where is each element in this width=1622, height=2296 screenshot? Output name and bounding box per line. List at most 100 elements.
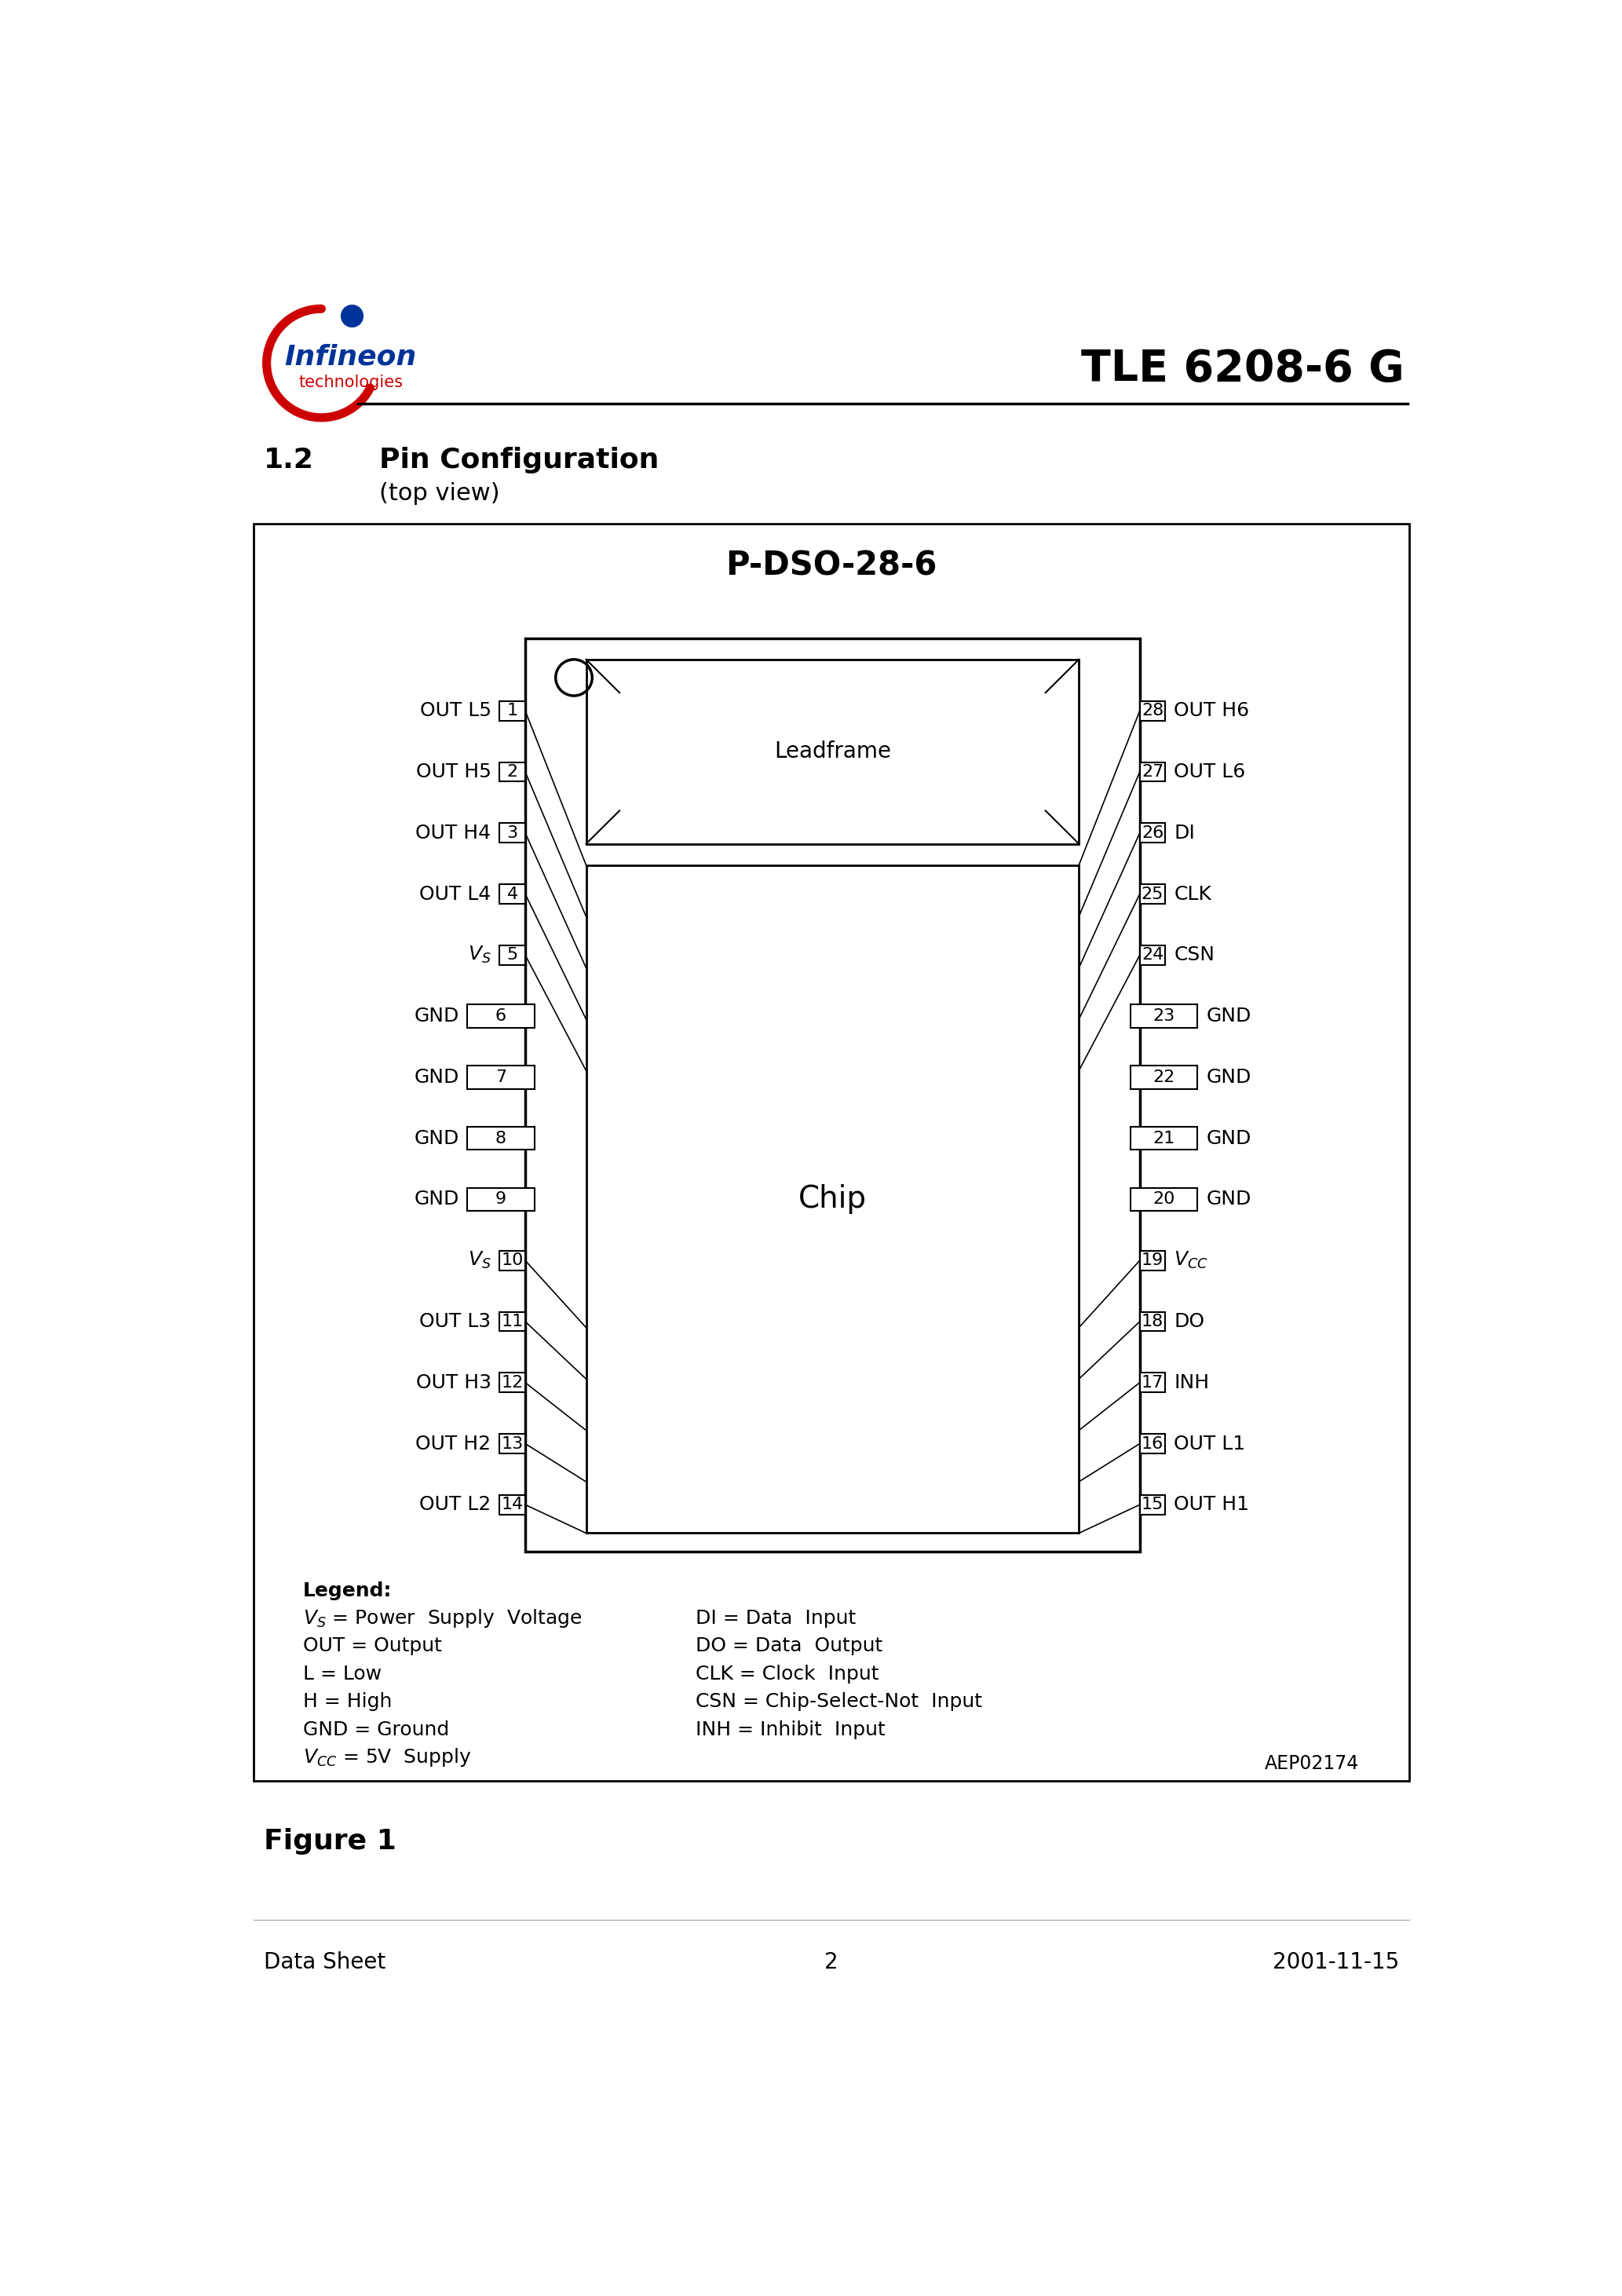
Text: 9: 9 — [495, 1192, 506, 1208]
Text: 6: 6 — [495, 1008, 506, 1024]
Text: GND: GND — [1207, 1130, 1251, 1148]
Text: (top view): (top view) — [380, 482, 500, 505]
Text: DO = Data  Output: DO = Data Output — [696, 1637, 882, 1655]
Text: 1.2: 1.2 — [264, 448, 313, 473]
Text: $\it{V}_{CC}$: $\it{V}_{CC}$ — [1174, 1249, 1208, 1270]
Text: INH: INH — [1174, 1373, 1210, 1391]
Text: 10: 10 — [501, 1254, 524, 1267]
Bar — [500, 700, 526, 721]
Text: Legend:: Legend: — [303, 1582, 393, 1600]
Text: CSN = Chip-Select-Not  Input: CSN = Chip-Select-Not Input — [696, 1692, 983, 1711]
Bar — [1140, 946, 1165, 964]
Text: 2001-11-15: 2001-11-15 — [1272, 1952, 1398, 1975]
Text: 17: 17 — [1142, 1375, 1163, 1391]
Bar — [500, 1311, 526, 1332]
Bar — [500, 762, 526, 781]
Text: OUT L6: OUT L6 — [1174, 762, 1246, 781]
Text: $\it{V}_S$: $\it{V}_S$ — [467, 1249, 491, 1270]
Text: CSN: CSN — [1174, 946, 1215, 964]
Text: $\it{V}_S$ = Power  Supply  Voltage: $\it{V}_S$ = Power Supply Voltage — [303, 1607, 582, 1630]
Text: 16: 16 — [1142, 1435, 1163, 1451]
Bar — [500, 1495, 526, 1515]
Bar — [1140, 824, 1165, 843]
Text: Chip: Chip — [798, 1185, 866, 1215]
Text: GND: GND — [414, 1068, 459, 1086]
Bar — [1140, 1435, 1165, 1453]
Bar — [500, 1251, 526, 1270]
Text: OUT H1: OUT H1 — [1174, 1495, 1249, 1513]
Text: OUT L3: OUT L3 — [420, 1311, 491, 1332]
Text: 25: 25 — [1142, 886, 1163, 902]
Bar — [1131, 1006, 1197, 1029]
Text: 3: 3 — [508, 824, 517, 840]
Text: OUT L5: OUT L5 — [420, 700, 491, 721]
Text: OUT H4: OUT H4 — [415, 824, 491, 843]
Text: $\it{V}_S$: $\it{V}_S$ — [467, 946, 491, 964]
Text: L = Low: L = Low — [303, 1665, 381, 1683]
Text: 18: 18 — [1142, 1313, 1163, 1329]
Bar — [1140, 1495, 1165, 1515]
Text: CLK: CLK — [1174, 884, 1212, 902]
Text: $\it{V}_{CC}$ = 5V  Supply: $\it{V}_{CC}$ = 5V Supply — [303, 1747, 472, 1768]
Bar — [1140, 1311, 1165, 1332]
Text: CLK = Clock  Input: CLK = Clock Input — [696, 1665, 879, 1683]
Text: GND: GND — [1207, 1006, 1251, 1026]
Bar — [1140, 762, 1165, 781]
Bar — [586, 659, 1079, 845]
Bar — [1140, 1373, 1165, 1391]
Text: 8: 8 — [495, 1130, 506, 1146]
Bar — [1131, 1187, 1197, 1210]
Text: 27: 27 — [1142, 765, 1163, 781]
Text: OUT = Output: OUT = Output — [303, 1637, 443, 1655]
Text: Figure 1: Figure 1 — [264, 1828, 396, 1855]
Text: 20: 20 — [1153, 1192, 1176, 1208]
Text: 2: 2 — [824, 1952, 839, 1975]
Text: AEP02174: AEP02174 — [1265, 1754, 1359, 1773]
Text: INH = Inhibit  Input: INH = Inhibit Input — [696, 1720, 886, 1738]
Text: DO: DO — [1174, 1311, 1205, 1332]
Text: GND: GND — [1207, 1068, 1251, 1086]
Text: 21: 21 — [1153, 1130, 1176, 1146]
Bar — [467, 1065, 534, 1088]
Text: 12: 12 — [501, 1375, 524, 1391]
Text: 24: 24 — [1142, 948, 1163, 962]
Text: P-DSO-28-6: P-DSO-28-6 — [725, 549, 938, 583]
Text: Data Sheet: Data Sheet — [264, 1952, 386, 1975]
Text: GND = Ground: GND = Ground — [303, 1720, 449, 1738]
Text: GND: GND — [414, 1130, 459, 1148]
Text: 4: 4 — [508, 886, 517, 902]
Text: Infineon: Infineon — [284, 344, 417, 370]
Bar — [586, 866, 1079, 1534]
Text: DI = Data  Input: DI = Data Input — [696, 1609, 856, 1628]
Bar — [1140, 884, 1165, 905]
Text: 11: 11 — [501, 1313, 524, 1329]
Text: 19: 19 — [1142, 1254, 1163, 1267]
Text: 15: 15 — [1142, 1497, 1163, 1513]
Bar — [1131, 1065, 1197, 1088]
Bar — [500, 1373, 526, 1391]
Text: 14: 14 — [501, 1497, 524, 1513]
Text: 2: 2 — [508, 765, 517, 781]
Bar — [1131, 1127, 1197, 1150]
Text: 13: 13 — [501, 1435, 524, 1451]
Bar — [500, 824, 526, 843]
Text: Pin Configuration: Pin Configuration — [380, 448, 659, 473]
Text: OUT H6: OUT H6 — [1174, 700, 1249, 721]
Text: 28: 28 — [1142, 703, 1163, 719]
Text: OUT L1: OUT L1 — [1174, 1435, 1246, 1453]
Bar — [526, 638, 1140, 1552]
Text: DI: DI — [1174, 824, 1195, 843]
Text: H = High: H = High — [303, 1692, 393, 1711]
Bar — [1140, 1251, 1165, 1270]
Bar — [467, 1187, 534, 1210]
Bar — [467, 1127, 534, 1150]
Bar — [1140, 700, 1165, 721]
Bar — [500, 884, 526, 905]
Text: GND: GND — [414, 1189, 459, 1208]
Text: GND: GND — [414, 1006, 459, 1026]
Bar — [500, 946, 526, 964]
Bar — [500, 1435, 526, 1453]
Text: technologies: technologies — [298, 374, 402, 390]
Text: 5: 5 — [506, 948, 517, 962]
Text: 7: 7 — [495, 1070, 506, 1086]
